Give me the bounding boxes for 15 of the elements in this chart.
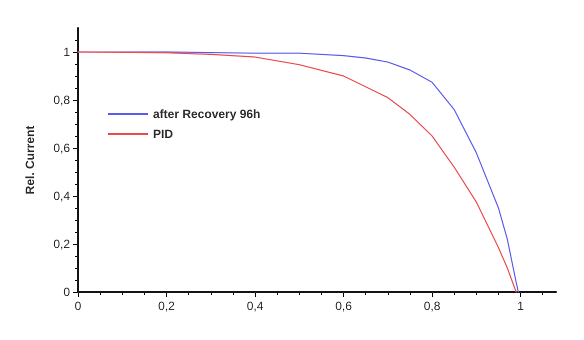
x-tick-label: 0,6 <box>335 299 352 313</box>
x-tick-label: 0,4 <box>246 299 264 313</box>
legend-label: PID <box>153 127 174 141</box>
y-tick-label: 0,2 <box>53 237 70 251</box>
y-tick-label: 0,4 <box>53 189 70 203</box>
y-tick-label: 1 <box>63 45 70 59</box>
x-tick-label: 0,8 <box>424 299 441 313</box>
legend-label: after Recovery 96h <box>153 107 260 121</box>
x-tick-label: 0,2 <box>158 299 176 313</box>
x-tick-label: 0 <box>74 299 82 313</box>
y-tick-label: 0,8 <box>53 93 70 107</box>
x-tick-label: 1 <box>517 299 524 313</box>
y-tick-label: 0 <box>63 285 70 299</box>
y-tick-label: 0,6 <box>53 141 70 155</box>
y-axis-title: Rel. Current <box>23 126 37 194</box>
